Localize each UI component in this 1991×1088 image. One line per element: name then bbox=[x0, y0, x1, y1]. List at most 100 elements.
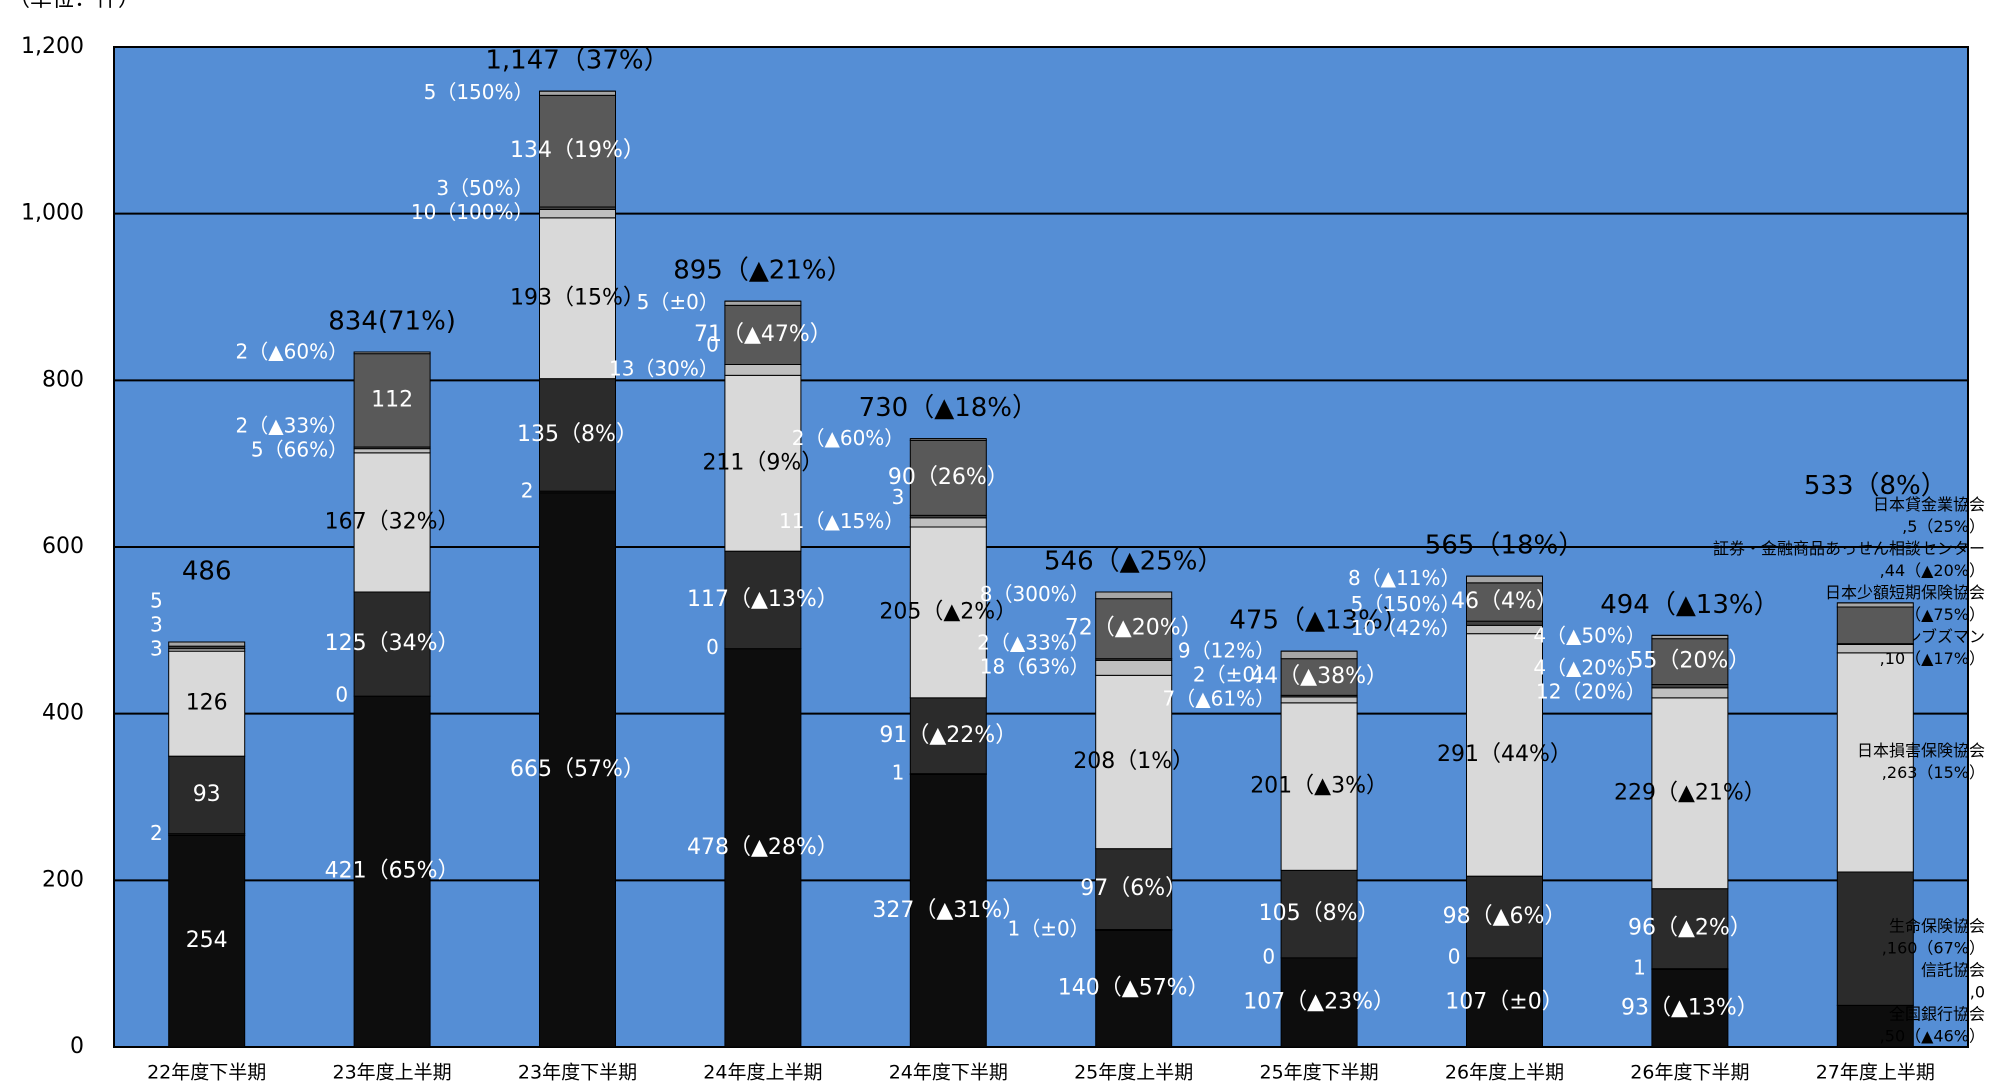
data-label: ,263（15%） bbox=[1882, 763, 1985, 782]
bar-segment bbox=[724, 304, 802, 366]
data-label: 12（20%） bbox=[1536, 679, 1646, 703]
data-label: 5（150%） bbox=[1351, 592, 1461, 616]
data-label: 4（▲50%） bbox=[1533, 624, 1646, 648]
data-label: 2（▲33%） bbox=[977, 630, 1090, 654]
data-label: 112 bbox=[371, 387, 413, 412]
data-label: 478（▲28%） bbox=[687, 835, 839, 860]
bar-segment bbox=[724, 648, 802, 1048]
bar-segment bbox=[539, 209, 616, 219]
bar-segment bbox=[168, 834, 246, 1048]
data-label: 193（15%） bbox=[510, 285, 645, 310]
data-label: 1（±0） bbox=[1007, 916, 1089, 940]
data-label: 135（8%） bbox=[517, 422, 638, 447]
data-label: 107（±0） bbox=[1445, 989, 1563, 1014]
bar-segment bbox=[1466, 620, 1543, 626]
data-label: ,44（▲20%） bbox=[1880, 561, 1985, 580]
y-tick-label: 200 bbox=[42, 867, 84, 892]
data-label: ,5（25%） bbox=[1902, 517, 1985, 536]
data-label: 3（50%） bbox=[436, 176, 533, 200]
y-tick-label: 1,000 bbox=[21, 201, 84, 226]
data-label: 2 bbox=[521, 479, 534, 503]
data-label: 205（▲2%） bbox=[879, 599, 1017, 624]
series-name: 証券・金融商品あっせん相談センター bbox=[1713, 539, 1985, 558]
total-label: 475（▲13%） bbox=[1229, 606, 1408, 636]
data-label: 90（26%） bbox=[888, 465, 1009, 490]
total-label: 1,147（37%） bbox=[485, 46, 669, 76]
bar-segment bbox=[168, 755, 246, 835]
data-label: 229（▲21%） bbox=[1614, 780, 1766, 805]
data-label: 5（150%） bbox=[424, 80, 534, 104]
data-label: 11（▲15%） bbox=[779, 509, 904, 533]
bar-segment bbox=[724, 374, 802, 552]
data-label: 4（▲20%） bbox=[1533, 655, 1646, 679]
data-label: 3 bbox=[150, 612, 163, 636]
data-label: 0 bbox=[706, 332, 719, 356]
bar-segment bbox=[353, 452, 431, 593]
y-tick-label: 0 bbox=[70, 1034, 84, 1059]
bar-segment bbox=[724, 364, 802, 376]
bar-segment bbox=[353, 448, 431, 454]
total-label: 895（▲21%） bbox=[673, 256, 852, 286]
bar-segment bbox=[1836, 652, 1914, 873]
data-label: 96（▲2%） bbox=[1628, 916, 1752, 941]
data-label: 0 bbox=[706, 635, 719, 659]
data-label: 254 bbox=[186, 928, 228, 953]
bar-segment bbox=[539, 94, 616, 208]
bar-segment bbox=[1651, 638, 1729, 686]
total-label: 834(71%) bbox=[328, 307, 456, 337]
series-name: 日本少額短期保険協会 bbox=[1825, 583, 1985, 602]
total-label: 494（▲13%） bbox=[1600, 590, 1779, 620]
bar-segment bbox=[168, 641, 246, 647]
data-label: 134（19%） bbox=[510, 138, 645, 163]
bar-segment bbox=[909, 774, 987, 1048]
bar-segment bbox=[1466, 875, 1543, 959]
y-tick-label: 800 bbox=[42, 367, 84, 392]
data-label: 167（32%） bbox=[325, 509, 460, 534]
data-label: 327（▲31%） bbox=[872, 898, 1024, 923]
x-tick-label: 22年度下半期 bbox=[147, 1062, 266, 1084]
bar-segment bbox=[1280, 658, 1358, 696]
data-label: 97（6%） bbox=[1080, 876, 1187, 901]
bar-segment bbox=[1651, 888, 1729, 970]
series-name: 日本損害保険協会 bbox=[1857, 741, 1985, 760]
data-label: 105（8%） bbox=[1259, 901, 1380, 926]
data-label: 2（▲60%） bbox=[236, 339, 349, 363]
bar-segment bbox=[909, 526, 987, 699]
bar-segment bbox=[909, 697, 987, 775]
data-label: 126 bbox=[186, 691, 228, 716]
data-label: 5（±0） bbox=[637, 290, 719, 314]
x-tick-label: 26年度下半期 bbox=[1630, 1062, 1749, 1084]
bar-segment bbox=[1280, 957, 1358, 1048]
data-label: 10（100%） bbox=[411, 200, 534, 224]
total-label: 565（18%） bbox=[1425, 531, 1584, 561]
data-label: 3 bbox=[150, 636, 163, 660]
data-label: 208（1%） bbox=[1073, 749, 1194, 774]
bar-segment bbox=[1836, 871, 1914, 1006]
series-name: 生命保険協会 bbox=[1889, 917, 1985, 936]
data-label: 13（30%） bbox=[609, 356, 719, 380]
data-label: 46（4%） bbox=[1451, 589, 1558, 614]
data-label: 291（44%） bbox=[1437, 742, 1572, 767]
bar-segment bbox=[1836, 602, 1914, 608]
total-label: 546（▲25%） bbox=[1044, 547, 1223, 577]
data-label: 665（57%） bbox=[510, 757, 645, 782]
data-label: 2（▲33%） bbox=[236, 413, 349, 437]
bar-segment bbox=[539, 90, 616, 96]
data-label: ,160（67%） bbox=[1882, 939, 1985, 958]
x-tick-label: 25年度下半期 bbox=[1260, 1062, 1379, 1084]
bar-segment bbox=[909, 517, 987, 528]
x-tick-label: 23年度下半期 bbox=[518, 1062, 637, 1084]
bar-segment bbox=[1466, 633, 1543, 877]
bar-segment bbox=[1466, 582, 1543, 622]
data-label: 0 bbox=[335, 683, 348, 707]
bar-segment bbox=[1280, 650, 1358, 660]
data-label: ,0 bbox=[1970, 983, 1985, 1002]
bar-segment bbox=[724, 300, 802, 306]
data-label: ,50（▲46%） bbox=[1880, 1027, 1985, 1046]
bar-segment bbox=[1095, 659, 1173, 676]
series-name: 信託協会 bbox=[1921, 961, 1985, 980]
bar-segment bbox=[1095, 674, 1173, 850]
bar-segment bbox=[1651, 969, 1729, 1048]
bar-segment bbox=[909, 439, 987, 516]
